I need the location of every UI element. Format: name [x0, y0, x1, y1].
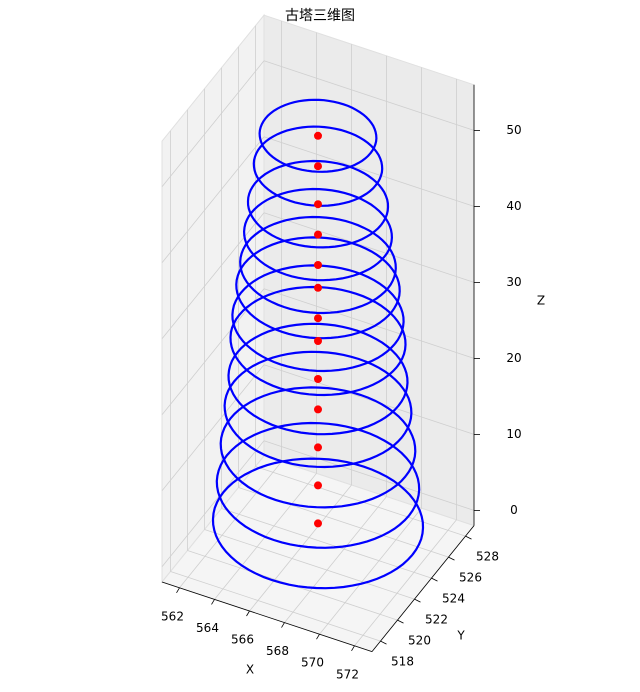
grid-line: [161, 212, 265, 340]
grid-line: [161, 136, 265, 264]
tick-mark: [281, 622, 285, 628]
tick-mark: [246, 610, 250, 617]
ring: [239, 215, 397, 315]
grid-line: [255, 466, 466, 537]
grid-line: [161, 364, 265, 492]
grid-line: [161, 60, 265, 188]
tick-mark: [431, 577, 438, 582]
point: [314, 337, 322, 345]
z-axis-label: Z: [537, 294, 545, 308]
grid-line: [263, 364, 475, 435]
z-tick-label: 50: [506, 123, 521, 137]
z-tick-label: 0: [510, 503, 518, 517]
point: [314, 230, 322, 239]
z-tick-label: 30: [506, 275, 521, 289]
chart-title: 古塔三维图: [285, 8, 355, 24]
ring: [258, 98, 378, 173]
point: [314, 162, 322, 171]
grid-line: [319, 507, 422, 635]
ring: [223, 350, 413, 469]
tick-mark: [397, 619, 404, 624]
y-tick-label: 528: [476, 550, 499, 564]
grid-line: [221, 508, 432, 579]
point: [314, 314, 322, 323]
y-tick-label: 526: [459, 571, 482, 585]
grid-line: [170, 571, 381, 642]
point: [314, 200, 322, 209]
tick-mark: [211, 599, 215, 605]
y-tick-label: 524: [442, 592, 465, 606]
point: [314, 283, 322, 292]
y-tick-label: 522: [425, 613, 448, 627]
x-axis-label: X: [246, 663, 254, 677]
point: [314, 375, 322, 383]
point: [314, 261, 322, 269]
grid-line: [263, 136, 475, 207]
point: [314, 519, 322, 528]
grid-line: [284, 496, 387, 623]
tick-mark: [414, 598, 421, 603]
ring: [235, 236, 401, 340]
z-tick-label: 10: [506, 427, 521, 441]
ring: [252, 125, 384, 207]
tick-mark: [351, 645, 355, 652]
ring: [231, 264, 405, 373]
grid-line: [263, 60, 475, 131]
y-tick-label: 520: [408, 634, 431, 648]
ring: [246, 159, 390, 249]
tick-mark: [380, 640, 387, 645]
grid-line: [263, 288, 475, 359]
y-tick-label: 518: [391, 655, 414, 669]
ring: [219, 386, 417, 509]
x-tick-label: 568: [266, 644, 289, 658]
axis-line: [161, 581, 373, 652]
x-tick-label: 572: [336, 667, 359, 681]
z-tick-label: 20: [506, 351, 521, 365]
grid-line: [263, 440, 475, 511]
grid-line: [263, 212, 475, 283]
tick-mark: [465, 535, 472, 540]
tick-mark: [176, 587, 180, 594]
tick-mark: [448, 556, 455, 561]
x-tick-label: 566: [231, 633, 254, 647]
x-tick-label: 570: [301, 656, 324, 670]
ring: [215, 421, 421, 549]
grid-line: [354, 519, 457, 647]
z-tick-label: 40: [506, 199, 521, 213]
grid-line: [204, 529, 415, 600]
grid-line: [179, 461, 282, 589]
grid-line: [161, 440, 265, 568]
point: [314, 481, 322, 490]
point: [314, 131, 322, 140]
x-tick-label: 562: [161, 609, 184, 623]
axis-line: [371, 525, 475, 652]
tick-mark: [316, 633, 320, 640]
ring: [227, 322, 409, 436]
y-axis-label: Y: [456, 629, 465, 643]
ring: [211, 457, 425, 590]
point: [314, 405, 322, 414]
x-tick-label: 564: [196, 621, 219, 635]
point: [314, 443, 322, 452]
ring: [242, 187, 394, 282]
